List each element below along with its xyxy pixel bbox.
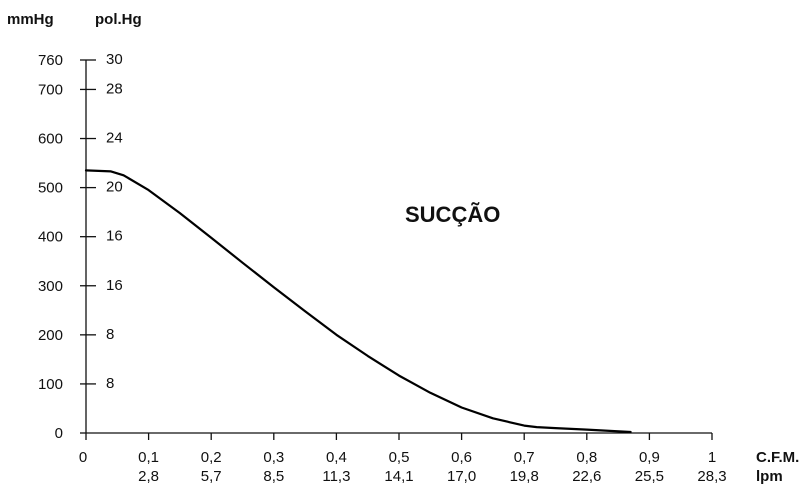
y-unit-mmhg: mmHg <box>7 11 54 28</box>
y-tick-mmhg-label: 400 <box>38 229 63 246</box>
x-tick-lpm-label: 28,3 <box>697 468 726 485</box>
x-tick-lpm-label: 8,5 <box>263 468 284 485</box>
suction-curve <box>84 169 632 434</box>
y-tick-polhg-label: 28 <box>106 80 123 97</box>
y-tick-mmhg-label: 0 <box>55 425 63 442</box>
y-tick-polhg-label: 8 <box>106 375 114 392</box>
y-tick-polhg-label: 16 <box>106 277 123 294</box>
y-unit-polhg: pol.Hg <box>95 11 142 28</box>
x-tick-cfm-label: 0,8 <box>576 449 597 466</box>
y-tick-polhg-label: 24 <box>106 130 123 147</box>
x-tick-lpm-label: 25,5 <box>635 468 664 485</box>
x-tick-cfm-label: 1 <box>708 449 716 466</box>
x-tick-lpm-label: 17,0 <box>447 468 476 485</box>
x-tick-lpm-label: 5,7 <box>201 468 222 485</box>
y-tick-polhg-label: 30 <box>106 51 123 68</box>
x-tick-lpm-label: 22,6 <box>572 468 601 485</box>
y-tick-mmhg-label: 600 <box>38 131 63 148</box>
y-tick-mmhg-label: 200 <box>38 327 63 344</box>
x-tick-cfm-label: 0,4 <box>326 449 347 466</box>
y-tick-polhg-label: 8 <box>106 326 114 343</box>
x-tick-lpm-label: 2,8 <box>138 468 159 485</box>
y-tick-polhg-label: 20 <box>106 179 123 196</box>
y-tick-mmhg-label: 760 <box>38 52 63 69</box>
x-unit-lpm: lpm <box>756 468 783 485</box>
y-tick-mmhg-label: 300 <box>38 278 63 295</box>
x-tick-cfm-label: 0,9 <box>639 449 660 466</box>
y-tick-polhg-label: 16 <box>106 228 123 245</box>
x-tick-lpm-label: 11,3 <box>322 468 350 485</box>
y-tick-mmhg-label: 100 <box>38 376 63 393</box>
x-tick-lpm-label: 14,1 <box>384 468 413 485</box>
x-tick-cfm-label: 0,2 <box>201 449 222 466</box>
chart-marks: 0100200300400500600700760881616202428300… <box>38 51 727 485</box>
x-tick-cfm-label: 0,1 <box>138 449 159 466</box>
chart-title: SUCÇÃO <box>405 202 500 227</box>
y-tick-mmhg-label: 500 <box>38 180 63 197</box>
x-tick-cfm-label: 0,7 <box>514 449 535 466</box>
x-tick-cfm-label: 0 <box>79 449 87 466</box>
y-tick-mmhg-label: 700 <box>38 81 63 98</box>
x-tick-lpm-label: 19,8 <box>510 468 539 485</box>
x-unit-cfm: C.F.M. <box>756 449 799 466</box>
x-tick-cfm-label: 0,3 <box>263 449 284 466</box>
x-tick-cfm-label: 0,6 <box>451 449 472 466</box>
x-tick-cfm-label: 0,5 <box>389 449 410 466</box>
